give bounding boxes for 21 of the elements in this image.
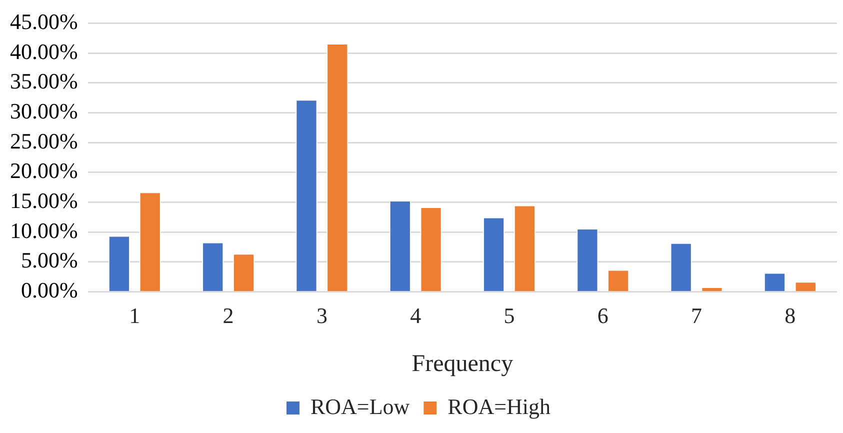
x-tick-label: 1 — [129, 302, 140, 328]
x-tick-label: 6 — [597, 302, 608, 328]
y-tick-label: 35.00% — [10, 68, 78, 94]
y-tick-label: 5.00% — [21, 248, 78, 273]
legend-label: ROA=Low — [310, 394, 410, 419]
x-tick-label: 8 — [784, 302, 796, 328]
legend-label: ROA=High — [448, 394, 551, 419]
y-tick-label: 15.00% — [10, 188, 78, 214]
y-tick-label: 40.00% — [10, 38, 78, 64]
x-tick-label: 7 — [691, 302, 702, 328]
x-tick-label: 3 — [316, 302, 328, 328]
x-tick-label: 4 — [410, 302, 422, 328]
x-tick-label: 5 — [504, 302, 515, 328]
y-tick-label: 20.00% — [10, 158, 78, 184]
y-tick-label: 30.00% — [10, 98, 78, 124]
x-axis-title: Frequency — [412, 350, 514, 377]
y-tick-label: 10.00% — [10, 218, 78, 243]
y-tick-label: 25.00% — [10, 128, 78, 154]
x-tick-label: 2 — [222, 302, 234, 328]
y-tick-label: 45.00% — [10, 8, 78, 34]
y-tick-label: 0.00% — [21, 278, 78, 303]
